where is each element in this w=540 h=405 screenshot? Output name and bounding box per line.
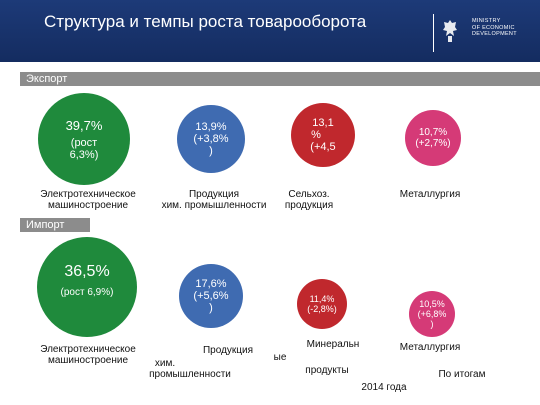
export-chem-share: 13,9% xyxy=(195,121,227,133)
import-label-chem-3: промышленности xyxy=(149,369,231,380)
export-label-metal-1: Металлургия xyxy=(399,189,461,200)
export-circle-chem: 13,9% (+3,8% ) xyxy=(177,105,245,173)
export-label-agri: Сельхоз. продукция xyxy=(276,189,342,211)
import-label-electrotech-1: Электротехническое xyxy=(40,344,136,355)
import-circle-minerals: 11,4% (-2,8%) xyxy=(297,279,347,329)
ministry-logo-text: MINISTRY OF ECONOMIC DEVELOPMENT xyxy=(472,18,517,38)
export-label-electrotech: Электротехническое машиностроение xyxy=(28,189,148,211)
export-label-metal: Металлургия xyxy=(385,189,475,200)
import-minerals-share: 11,4% xyxy=(309,294,335,304)
import-section-bar: Импорт xyxy=(20,218,90,232)
export-metal-growth-1: (+2,7%) xyxy=(415,138,451,149)
import-metal-share: 10,5% xyxy=(419,299,445,309)
export-chem-growth-2: ) xyxy=(209,145,213,157)
export-label-agri-2: продукция xyxy=(284,200,334,211)
export-electrotech-growth-2: 6,3%) xyxy=(69,148,99,161)
import-electrotech-growth-1: (рост 6,9%) xyxy=(60,287,114,298)
export-label-chem-1: Продукция xyxy=(188,189,240,200)
header-divider xyxy=(433,14,434,52)
footnote-line-2: 2014 года xyxy=(361,382,407,393)
export-electrotech-growth-1: (рост xyxy=(70,136,98,149)
export-electrotech-share: 39,7% xyxy=(65,117,103,133)
import-label-minerals-3: продукты xyxy=(305,365,349,376)
export-label-electrotech-1: Электротехническое xyxy=(40,189,136,200)
export-agri-growth-1: (+4,5 xyxy=(310,141,336,153)
ministry-line-1: MINISTRY xyxy=(472,18,501,24)
import-metal-growth-1: (+6,8% xyxy=(417,309,447,319)
export-circle-metal: 10,7% (+2,7%) xyxy=(405,110,461,166)
export-section-bar: Экспорт xyxy=(20,72,540,86)
page-title: Структура и темпы роста товарооборота xyxy=(44,12,367,31)
export-metal-share: 10,7% xyxy=(418,127,448,138)
import-label-chem-2: хим. xyxy=(154,358,176,369)
import-label-metal-1: Металлургия xyxy=(399,342,461,353)
import-label-electrotech-2: машиностроение xyxy=(47,355,129,366)
import-label-chem-1: Продукция xyxy=(202,345,254,356)
export-circle-electrotech: 39,7% (рост 6,3%) xyxy=(38,93,130,185)
import-electrotech-share: 36,5% xyxy=(64,263,110,280)
ministry-line-2: OF ECONOMIC xyxy=(472,24,515,31)
export-label-agri-1: Сельхоз. xyxy=(288,189,330,200)
import-circle-chem: 17,6% (+5,6% ) xyxy=(179,264,243,328)
import-label-minerals-2: ые xyxy=(273,352,287,363)
import-label-electrotech: Электротехническое машиностроение xyxy=(28,344,148,366)
export-circle-agri: 13,1 % (+4,5 xyxy=(291,103,355,167)
export-label-chem-2: хим. промышленности xyxy=(161,200,267,211)
footnote-line-1: По итогам xyxy=(438,369,486,380)
export-agri-share-2: % xyxy=(311,129,321,141)
coat-of-arms-icon xyxy=(443,20,457,42)
export-chem-growth-1: (+3,8% xyxy=(193,133,229,145)
import-chem-growth-1: (+5,6% xyxy=(193,290,229,302)
import-metal-growth-2: ) xyxy=(430,319,434,329)
import-label-minerals-1: Минеральн xyxy=(306,339,360,350)
export-label-electrotech-2: машиностроение xyxy=(47,200,129,211)
import-minerals-growth-1: (-2,8%) xyxy=(307,304,337,314)
import-chem-growth-2: ) xyxy=(209,302,213,314)
ministry-line-3: DEVELOPMENT xyxy=(472,31,517,37)
export-label-chem: Продукция хим. промышленности xyxy=(152,189,276,211)
import-circle-metal: 10,5% (+6,8% ) xyxy=(409,291,455,337)
export-agri-share-1: 13,1 xyxy=(312,117,334,129)
import-chem-share: 17,6% xyxy=(195,278,227,290)
import-circle-electrotech: 36,5% (рост 6,9%) xyxy=(37,237,137,337)
